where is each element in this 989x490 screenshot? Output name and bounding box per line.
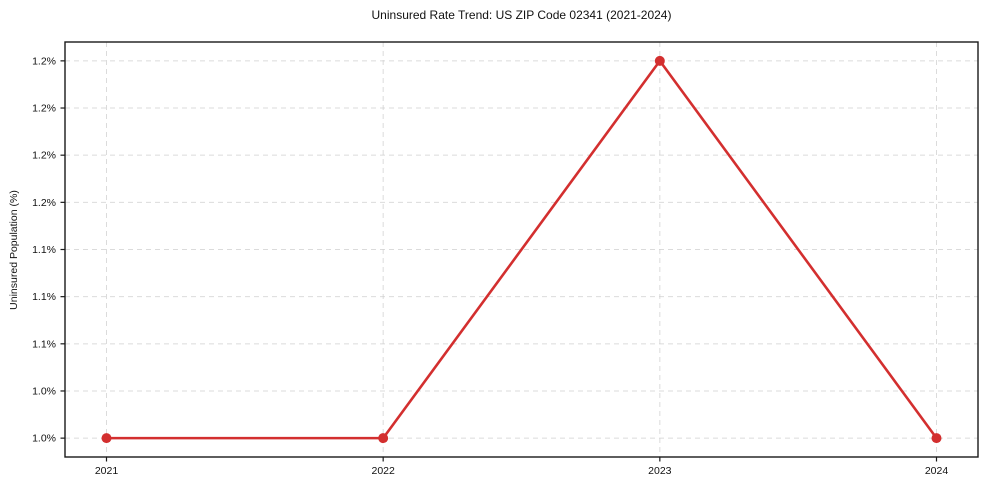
y-tick-label-6: 1.2% — [32, 150, 56, 162]
y-tick-label-4: 1.1% — [32, 244, 56, 256]
x-tick-label-2022: 2022 — [371, 465, 395, 477]
y-tick-label-2: 1.1% — [32, 338, 56, 350]
y-tick-label-5: 1.2% — [32, 197, 56, 209]
data-point-2022 — [378, 433, 389, 444]
data-point-2023 — [654, 55, 665, 66]
x-tick-label-2023: 2023 — [648, 465, 672, 477]
y-tick-label-3: 1.1% — [32, 291, 56, 303]
data-point-2024 — [931, 433, 942, 444]
chart-title: Uninsured Rate Trend: US ZIP Code 02341 … — [371, 8, 672, 22]
y-tick-label-8: 1.2% — [32, 55, 56, 67]
x-tick-label-2024: 2024 — [925, 465, 949, 477]
x-tick-label-2021: 2021 — [95, 465, 119, 477]
data-point-2021 — [101, 433, 112, 444]
plot-border — [64, 41, 979, 458]
trend-line — [105, 59, 938, 440]
y-tick-label-7: 1.2% — [32, 103, 56, 115]
y-tick-label-1: 1.0% — [32, 385, 56, 397]
y-tick-label-0: 1.0% — [32, 433, 56, 445]
